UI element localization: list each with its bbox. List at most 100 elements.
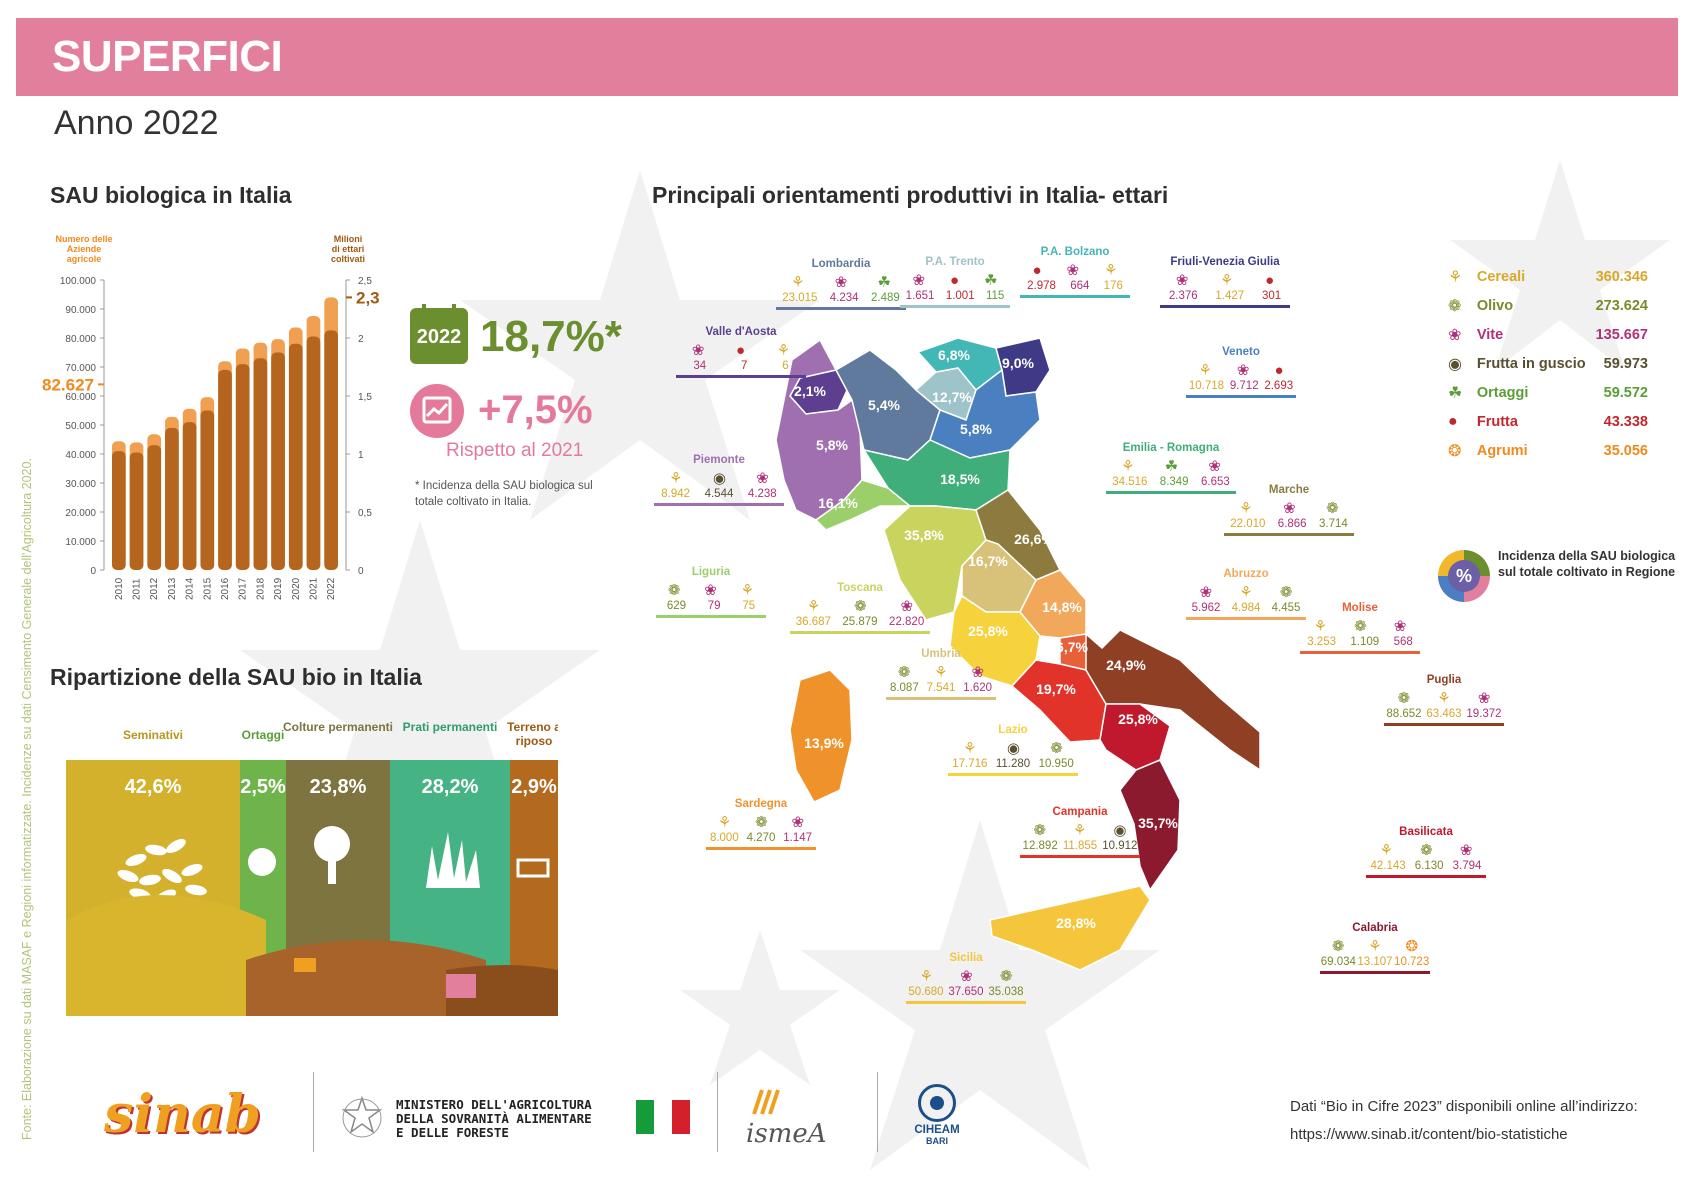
bar-aziende [129, 452, 144, 570]
region-box: P.A. Trento ❀ ● ☘ 1.651 1.001 115 [900, 256, 1010, 308]
map-region [949, 594, 1041, 687]
vite-icon: ❀ [1283, 500, 1296, 517]
bar-aziende [288, 343, 303, 570]
region-value: 1.651 [905, 290, 935, 302]
region-value: 19.372 [1466, 708, 1502, 720]
cereali-icon: ⚘ [806, 598, 821, 615]
region-value: 2.693 [1264, 380, 1294, 392]
bar-aziende [235, 364, 250, 570]
olivo-icon: ❁ [1050, 740, 1063, 757]
region-box: Molise ⚘ ❁ ❀ 3.253 1.109 568 [1300, 602, 1420, 654]
vite-icon: ❀ [960, 968, 973, 985]
ripartizione-chart: Seminativi 42,6% Ortaggi 2,5% Colture perman… [66, 720, 558, 1016]
ground-yellow [66, 895, 266, 1016]
region-name: Campania [1052, 806, 1108, 818]
region-value: 75 [742, 600, 756, 612]
vite-icon: ❀ [1236, 362, 1250, 379]
region-box: Veneto ⚘ ❀ ● 10.718 9.712 2.693 [1186, 346, 1296, 398]
ministero-logo: MINISTERO DELL'AGRICOLTURA DELLA SOVRANI… [396, 1098, 592, 1140]
region-name: Sardegna [734, 798, 788, 810]
olivo-icon: ❁ [897, 664, 911, 681]
ripartizione-label: Terreno a riposo [507, 720, 558, 748]
cereali-icon: ⚘ [1198, 362, 1212, 379]
bar-aziende [147, 445, 162, 570]
region-pct: 2,1% [794, 383, 826, 399]
legend-row: ❀ Vite 135.667 [1448, 320, 1648, 349]
region-box: Toscana ⚘ ❁ ❀ 36.687 25.879 22.820 [790, 582, 930, 634]
frutta-icon: ● [736, 341, 746, 359]
region-underline [776, 307, 906, 310]
region-name: Lazio [998, 724, 1028, 736]
sau-chart: Numero delle Aziende agricole Milioni di ett… [40, 232, 420, 622]
x-tick-label: 2015 [202, 577, 213, 600]
region-value: 37.650 [948, 986, 984, 998]
vite-icon: ❀ [1393, 618, 1407, 635]
region-value: 63.463 [1426, 708, 1462, 720]
region-value: 12.892 [1022, 840, 1058, 852]
region-name: Basilicata [1399, 826, 1453, 838]
region-value: 8.087 [889, 682, 919, 694]
cereali-icon: ⚘ [740, 582, 755, 599]
legend-row: ☘ Ortaggi 59.572 [1448, 378, 1648, 407]
incidence-icon-symbol: % [1448, 560, 1480, 592]
region-underline [1366, 875, 1486, 878]
region-name: Marche [1268, 484, 1310, 496]
seed-icon [139, 874, 161, 886]
region-value: 4.234 [829, 292, 859, 304]
region-pct: 28,8% [1056, 915, 1096, 931]
region-value: 3.253 [1307, 636, 1336, 648]
stat-incidence: 18,7%* [480, 312, 622, 361]
region-value: 3.714 [1318, 518, 1348, 530]
italian-flag [636, 1100, 690, 1134]
region-value: 11.280 [995, 758, 1031, 770]
legend-row: ❁ Olivo 273.624 [1448, 291, 1648, 320]
region-value: 25.879 [842, 616, 878, 628]
region-pct: 35,7% [1138, 815, 1178, 831]
bar-aziende [253, 358, 268, 570]
frutta-guscio-icon: ◉ [1006, 740, 1020, 757]
page-title: SUPERFICI [52, 32, 283, 81]
region-box: Marche ⚘ ❀ ❁ 22.010 6.866 3.714 [1224, 484, 1354, 536]
frutta-icon: ● [950, 271, 960, 289]
region-underline [1020, 855, 1140, 858]
region-underline [948, 773, 1078, 776]
region-value: 6.130 [1414, 860, 1444, 872]
data-link[interactable]: https://www.sinab.it/content/bio-statist… [1290, 1126, 1568, 1143]
region-value: 69.034 [1320, 956, 1356, 968]
incidence-label: Incidenza della SAU biologica sul totale… [1498, 549, 1676, 579]
left-axis-title: Numero delle Aziende agricole [55, 234, 112, 264]
ismea-logo: ismeA [746, 1084, 826, 1149]
legend-name: Cereali [1476, 268, 1526, 285]
highlight-aziende: 82.627 [42, 375, 94, 394]
vite-icon: ❀ [1175, 272, 1189, 289]
ministero-line-2: DELLA SOVRANITÀ ALIMENTARE [396, 1111, 592, 1126]
source-note: Fonte: Elaborazione su dati MASAF e Regi… [20, 458, 34, 1140]
vite-icon: ❀ [971, 664, 985, 681]
region-name: Umbria [921, 648, 961, 660]
region-underline [654, 503, 784, 506]
region-value: 176 [1103, 280, 1123, 292]
legend-row: ◉ Frutta in guscio 59.973 [1448, 349, 1648, 378]
olivo-icon: ❁ [1033, 822, 1047, 839]
region-value: 8.000 [709, 832, 739, 844]
region-underline [1224, 533, 1354, 536]
right-tick-label: 0 [358, 566, 364, 577]
region-box: Campania ❁ ⚘ ◉ 12.892 11.855 10.912 [1020, 806, 1140, 858]
ripartizione-title: Ripartizione della SAU bio in Italia [50, 664, 422, 690]
region-name: P.A. Trento [925, 256, 985, 268]
region-value: 13.107 [1357, 956, 1393, 968]
x-tick-label: 2017 [238, 577, 249, 600]
x-tick-label: 2010 [114, 577, 125, 600]
region-value: 8.349 [1159, 476, 1189, 488]
olivo-icon: ❁ [1279, 584, 1293, 601]
legend-name: Olivo [1476, 297, 1514, 314]
vite-icon: ❀ [1066, 262, 1080, 279]
vite-icon: ❀ [756, 470, 769, 487]
region-pct: 26,6% [1014, 531, 1054, 547]
region-value: 2.376 [1168, 290, 1198, 302]
x-tick-label: 2013 [167, 577, 178, 600]
region-pct: 6,8% [938, 347, 970, 363]
right-axis-title: Milioni di ettari coltivati [331, 234, 365, 264]
region-value: 7 [740, 360, 748, 372]
page-subtitle: Anno 2022 [54, 104, 219, 142]
